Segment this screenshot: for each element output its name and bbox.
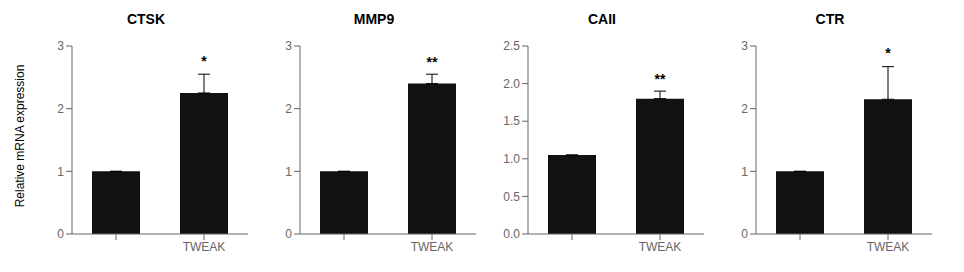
html-text:Relative mRNA expression: Relative mRNA expression [13, 64, 27, 208]
svg-text:TWEAK: TWEAK [867, 240, 910, 254]
svg-text:TWEAK: TWEAK [639, 240, 682, 254]
svg-text:3: 3 [57, 39, 64, 53]
svg-text:2.5: 2.5 [503, 39, 520, 53]
svg-text:*: * [201, 53, 207, 69]
svg-text:0: 0 [741, 227, 748, 241]
svg-text:2: 2 [285, 102, 292, 116]
svg-text:2: 2 [741, 102, 748, 116]
svg-text:0.5: 0.5 [503, 190, 520, 204]
svg-text:3: 3 [741, 39, 748, 53]
svg-text:3: 3 [285, 39, 292, 53]
html-text:CTR: CTR [815, 11, 845, 27]
html-text:MMP9: MMP9 [353, 11, 395, 27]
svg-text:2: 2 [57, 102, 64, 116]
svg-text:1: 1 [57, 165, 64, 179]
svg-text:TWEAK: TWEAK [183, 240, 226, 254]
html-text:CTSK: CTSK [126, 11, 166, 27]
svg-text:1: 1 [285, 165, 292, 179]
svg-text:**: ** [427, 54, 438, 70]
svg-text:0: 0 [285, 227, 292, 241]
html-text:CAII: CAII [588, 11, 616, 27]
svg-text:1.0: 1.0 [503, 152, 520, 166]
svg-text:**: ** [655, 71, 666, 87]
svg-text:TWEAK: TWEAK [411, 240, 454, 254]
svg-text:1.5: 1.5 [503, 114, 520, 128]
svg-text:1: 1 [741, 165, 748, 179]
svg-text:0: 0 [57, 227, 64, 241]
svg-text:2.0: 2.0 [503, 77, 520, 91]
svg-text:0.0: 0.0 [503, 227, 520, 241]
svg-text:*: * [885, 45, 891, 61]
